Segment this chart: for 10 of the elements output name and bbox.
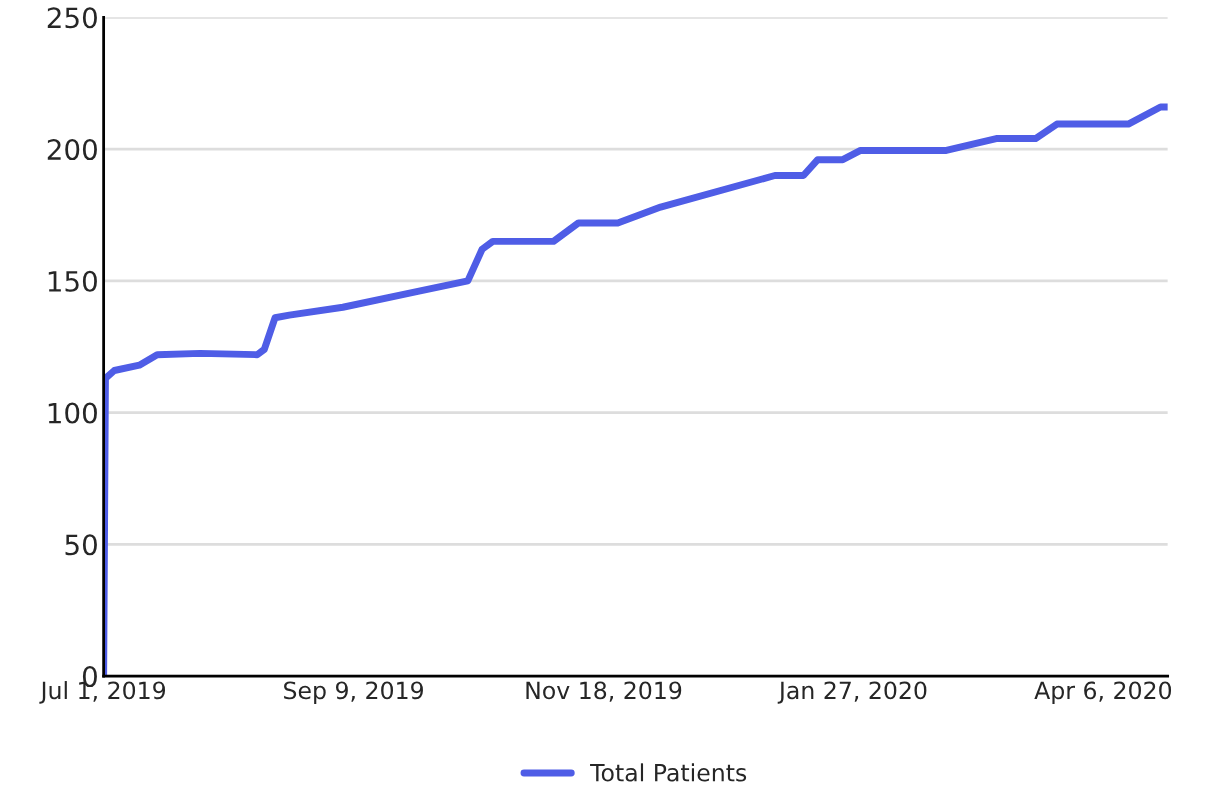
y-tick-label: 250: [47, 7, 97, 29]
x-tick-label: Sep 9, 2019: [284, 681, 423, 704]
x-tick-label: Jan 27, 2020: [777, 681, 927, 704]
y-tick-label: 100: [48, 402, 97, 424]
x-tick-label: Apr 6, 2020: [1034, 681, 1172, 704]
y-tick-label: 200: [47, 139, 97, 161]
x-tick-label: Nov 18, 2019: [526, 681, 682, 702]
y-tick-label: 50: [65, 534, 97, 556]
legend-label: Total Patients: [590, 763, 747, 782]
y-tick-label: 150: [48, 270, 97, 292]
